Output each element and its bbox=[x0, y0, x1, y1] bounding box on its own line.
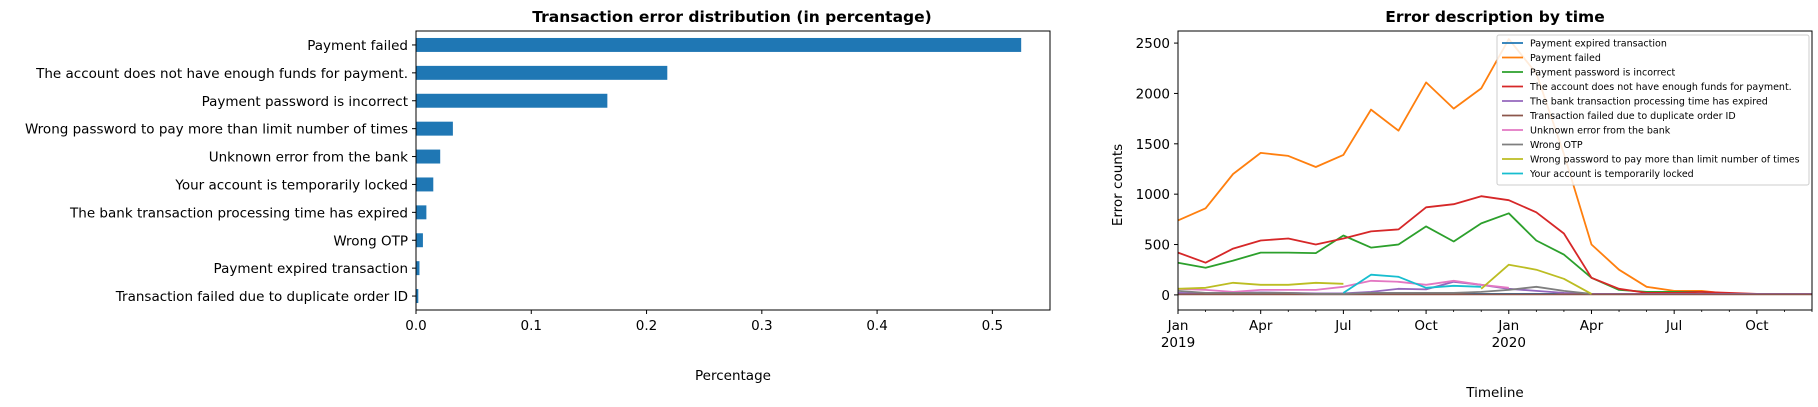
line-x-tick-label: Jan bbox=[1167, 318, 1189, 334]
bar-category-label: Your account is temporarily locked bbox=[174, 177, 408, 193]
line-y-tick-label: 500 bbox=[1144, 238, 1170, 254]
line-x-axis-label: Timeline bbox=[1465, 385, 1523, 401]
line-x-tick-label: Apr bbox=[1249, 318, 1273, 334]
bar-category-label: Payment expired transaction bbox=[214, 261, 408, 277]
line-legend-label: Payment failed bbox=[1530, 53, 1601, 64]
line-x-tick-label: Jul bbox=[1334, 318, 1351, 334]
line-legend-box bbox=[1496, 34, 1810, 186]
bar-series bbox=[416, 37, 1022, 304]
bar-chart: Transaction error distribution (in perce… bbox=[25, 8, 1051, 384]
line-legend-label: Wrong password to pay more than limit nu… bbox=[1530, 155, 1800, 166]
bar bbox=[416, 289, 419, 304]
line-plot-frame bbox=[1177, 30, 1813, 311]
line-series bbox=[1177, 279, 1509, 293]
line-series bbox=[1177, 285, 1592, 295]
line-legend-label: Wrong OTP bbox=[1530, 140, 1583, 151]
line-x-tick-year: 2019 bbox=[1161, 335, 1195, 351]
bar-chart-title: Transaction error distribution (in perce… bbox=[532, 8, 931, 26]
line-series-group bbox=[1177, 38, 1812, 296]
bar-category-label: Wrong OTP bbox=[333, 233, 408, 249]
line-x-tick-label: Jul bbox=[1665, 318, 1682, 334]
line-x-tick-year: 2020 bbox=[1492, 335, 1526, 351]
bar-x-tick-label: 0.0 bbox=[405, 318, 426, 334]
bar bbox=[416, 261, 420, 276]
bar-category-label: Wrong password to pay more than limit nu… bbox=[25, 122, 408, 138]
bar bbox=[416, 65, 668, 80]
bar bbox=[416, 149, 441, 164]
bar-x-tick-label: 0.2 bbox=[636, 318, 657, 334]
bar-category-labels: Payment failed The account does not have … bbox=[25, 38, 416, 305]
line-x-tick-label: Oct bbox=[1745, 318, 1768, 334]
line-y-tick-label: 2000 bbox=[1136, 86, 1170, 102]
bar-x-axis-ticks: 0.0 0.1 0.2 0.3 0.4 0.5 bbox=[405, 310, 1003, 334]
line-legend-label: Payment password is incorrect bbox=[1530, 68, 1676, 79]
line-y-tick-label: 1500 bbox=[1136, 137, 1170, 153]
line-legend-label: The bank transaction processing time has… bbox=[1529, 97, 1768, 108]
line-series bbox=[1177, 195, 1812, 295]
bar bbox=[416, 93, 608, 108]
bar bbox=[416, 205, 427, 220]
line-legend-label: Transaction failed due to duplicate orde… bbox=[1529, 111, 1736, 122]
bar-x-axis-label: Percentage bbox=[695, 368, 771, 384]
line-y-tick-label: 1000 bbox=[1136, 187, 1170, 203]
line-y-axis-ticks: 0 500 1000 1500 2000 2500 bbox=[1136, 36, 1178, 304]
bar-plot-frame bbox=[415, 30, 1051, 311]
bar-x-tick-label: 0.4 bbox=[866, 318, 887, 334]
line-legend-label: Payment expired transaction bbox=[1530, 39, 1667, 50]
line-legend-label: The account does not have enough funds f… bbox=[1529, 82, 1792, 93]
line-chart-title: Error description by time bbox=[1385, 8, 1604, 26]
line-x-tick-label: Apr bbox=[1580, 318, 1604, 334]
bar-x-tick-label: 0.3 bbox=[751, 318, 772, 334]
line-y-axis-label: Error counts bbox=[1110, 144, 1126, 226]
line-x-tick-label: Jan bbox=[1497, 318, 1519, 334]
bar-category-label: The bank transaction processing time has… bbox=[69, 205, 408, 221]
line-chart: Error description by time 0 500 1000 1500 20… bbox=[1110, 8, 1813, 401]
line-x-tick-label: Oct bbox=[1414, 318, 1437, 334]
line-series bbox=[1342, 273, 1482, 294]
bar-category-label: Payment failed bbox=[307, 38, 408, 54]
line-legend-label: Unknown error from the bank bbox=[1530, 126, 1671, 137]
line-series bbox=[1177, 263, 1592, 295]
bar-category-label: Unknown error from the bank bbox=[209, 150, 408, 166]
bar bbox=[416, 177, 434, 192]
bar-x-tick-label: 0.1 bbox=[521, 318, 542, 334]
bar bbox=[416, 233, 423, 248]
bar bbox=[416, 121, 453, 136]
line-y-tick-label: 2500 bbox=[1136, 36, 1170, 52]
bar-category-label: Transaction failed due to duplicate orde… bbox=[115, 289, 408, 305]
bar-x-tick-label: 0.5 bbox=[982, 318, 1003, 334]
line-legend: Payment expired transaction Payment faile… bbox=[1496, 34, 1810, 186]
line-legend-label: Your account is temporarily locked bbox=[1529, 169, 1694, 180]
bar-category-label: The account does not have enough funds f… bbox=[35, 66, 408, 82]
line-y-tick-label: 0 bbox=[1161, 288, 1170, 304]
bar-category-label: Payment password is incorrect bbox=[202, 94, 408, 110]
bar bbox=[416, 37, 1022, 52]
